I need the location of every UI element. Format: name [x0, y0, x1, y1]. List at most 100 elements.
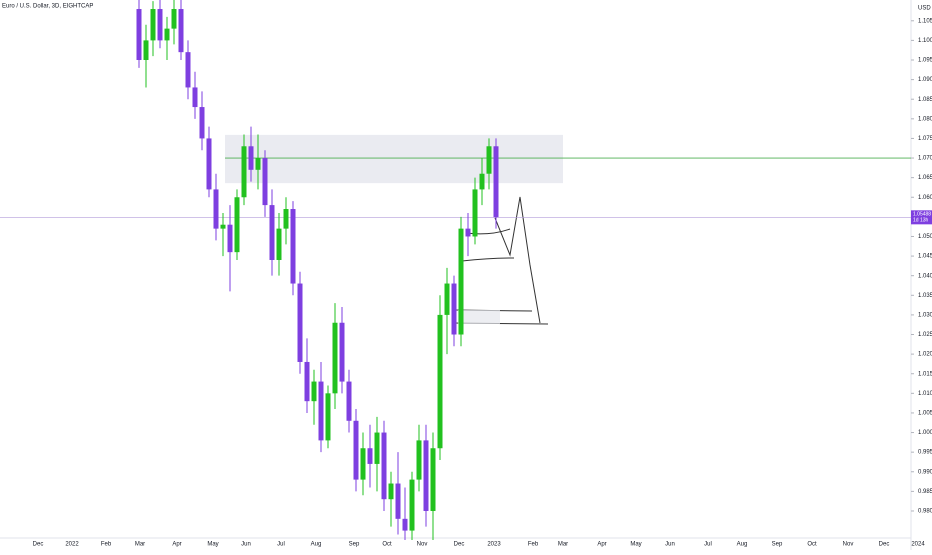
x-tick-label: Dec	[33, 542, 44, 548]
candle	[311, 369, 317, 425]
candle-body	[311, 381, 317, 402]
x-tick-label: Sep	[772, 542, 783, 548]
candle-body	[444, 283, 450, 315]
candle-body	[325, 393, 331, 441]
x-tick-label: 2022	[65, 542, 79, 548]
candle	[332, 303, 338, 410]
x-tick-label: Jul	[704, 542, 712, 548]
y-tick-label: 1.03500	[918, 293, 932, 299]
y-tick-label: 1.09000	[918, 77, 932, 83]
candle-body	[346, 381, 352, 421]
candle	[255, 134, 261, 190]
candle	[360, 432, 366, 496]
x-tick-label: Apr	[172, 542, 181, 548]
y-tick-label: 1.09500	[918, 58, 932, 64]
y-tick-label: 1.02000	[918, 352, 932, 358]
x-tick-label: Feb	[101, 542, 112, 548]
x-tick-label: May	[630, 542, 641, 548]
candle	[318, 361, 324, 453]
candle	[143, 24, 149, 88]
candle	[185, 40, 191, 100]
candle	[381, 420, 387, 511]
candle	[430, 432, 436, 540]
candle	[437, 295, 443, 460]
x-tick-label: Mar	[135, 542, 145, 548]
candle-body	[416, 440, 422, 480]
x-tick-label: Aug	[737, 542, 748, 548]
candle	[444, 267, 450, 355]
candle-body	[297, 283, 303, 362]
candle-body	[143, 40, 149, 60]
y-tick-label: 1.00000	[918, 430, 932, 436]
y-tick-label: 0.98000	[918, 509, 932, 515]
chart-title: Euro / U.S. Dollar, 3D, EIGHTCAP	[2, 4, 93, 10]
y-tick-label: 1.00500	[918, 411, 932, 417]
y-tick-label: 1.02500	[918, 332, 932, 338]
candle-body	[199, 107, 205, 139]
candle	[178, 0, 184, 60]
candle	[374, 416, 380, 492]
x-tick-label: Oct	[807, 542, 817, 548]
x-tick-label: 2024	[911, 542, 925, 548]
candle-body	[192, 87, 198, 108]
candle	[409, 471, 415, 540]
candle-body	[269, 205, 275, 260]
candle-body	[437, 314, 443, 449]
y-tick-label: 1.01500	[918, 371, 932, 377]
y-tick-label: 0.98500	[918, 489, 932, 495]
candle	[367, 424, 373, 488]
candle-body	[185, 52, 191, 88]
y-tick-label: 1.04500	[918, 254, 932, 260]
candle-body	[304, 361, 310, 402]
candle-body	[409, 479, 415, 531]
candle-body	[150, 9, 156, 41]
candle-body	[262, 158, 268, 206]
candle-body	[234, 197, 240, 253]
x-tick-label: Apr	[597, 542, 606, 548]
candle	[402, 487, 408, 540]
candle	[206, 126, 212, 198]
last-price-label: 1.05488	[913, 212, 931, 218]
candle	[346, 369, 352, 433]
candle	[465, 212, 471, 257]
candle	[304, 338, 310, 413]
y-tick-label: 0.99000	[918, 469, 932, 475]
y-tick-label: 1.01000	[918, 391, 932, 397]
candle	[416, 424, 422, 492]
candle	[234, 189, 240, 260]
candle	[220, 212, 226, 257]
x-tick-label: Nov	[417, 542, 428, 548]
candle	[325, 385, 331, 449]
candle	[423, 424, 429, 527]
candle-body	[402, 518, 408, 531]
x-tick-label: Dec	[879, 542, 890, 548]
y-tick-label: 1.10500	[918, 18, 932, 24]
candle	[276, 212, 282, 276]
candle	[486, 138, 492, 190]
candle	[290, 201, 296, 296]
currency-label: USD	[918, 6, 931, 12]
candle-body	[381, 432, 387, 500]
candle-body	[388, 483, 394, 500]
candle	[269, 189, 275, 276]
candle-body	[290, 209, 296, 284]
candle-body	[136, 9, 142, 60]
x-tick-label: May	[207, 542, 218, 548]
y-tick-label: 1.05000	[918, 234, 932, 240]
candle-body	[339, 322, 345, 382]
candle-body	[360, 448, 366, 480]
candle	[136, 0, 142, 68]
candle-body	[423, 440, 429, 511]
candle	[339, 307, 345, 394]
x-tick-label: Feb	[528, 542, 539, 548]
y-tick-label: 1.08500	[918, 97, 932, 103]
x-tick-label: Jun	[665, 542, 675, 548]
y-tick-label: 0.99500	[918, 450, 932, 456]
last-price-tag	[911, 210, 932, 225]
x-tick-label: 2023	[487, 542, 501, 548]
candle-body	[157, 9, 163, 41]
y-tick-label: 1.08000	[918, 116, 932, 122]
candle-body	[353, 420, 359, 480]
candle	[157, 0, 163, 49]
